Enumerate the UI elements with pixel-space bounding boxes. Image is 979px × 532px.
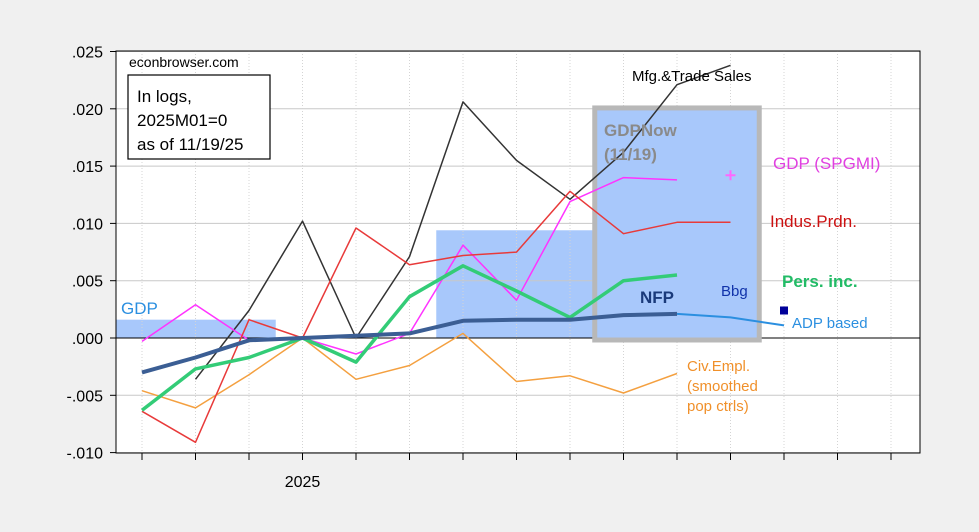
series-line — [676, 312, 785, 327]
label-gdpnow-1: GDPNow — [604, 121, 678, 140]
label-gdpnow-2: (11/19) — [604, 145, 657, 164]
series-line — [194, 64, 731, 380]
x-ticks: 2025 — [141, 453, 892, 491]
y-tick-labels: -.010 -.005 .000 .005 .010 .015 .020 .025 — [67, 45, 116, 463]
y-tick-label: .025 — [72, 45, 103, 62]
y-tick-label: .010 — [72, 216, 103, 233]
note-box: In logs, 2025M01=0 as of 11/19/25 — [127, 74, 271, 160]
gdpnow-box — [592, 105, 762, 343]
label-nfp: NFP — [640, 288, 674, 307]
gdpnow-border — [592, 105, 762, 343]
label-mfg: Mfg.&Trade Sales — [632, 68, 752, 85]
x-tick-label: 2025 — [285, 474, 321, 491]
label-civ-1: Civ.Empl. — [687, 358, 750, 375]
label-civ-3: pop ctrls) — [687, 398, 749, 415]
series-line — [140, 264, 678, 412]
label-civ-2: (smoothed — [687, 378, 758, 395]
note-line-3: as of 11/19/25 — [137, 135, 244, 154]
label-gdp-spgmi: GDP (SPGMI) — [773, 154, 880, 173]
label-gdp: GDP — [121, 299, 158, 318]
label-bbg: Bbg — [721, 283, 748, 300]
y-tick-label: .020 — [72, 102, 103, 119]
series-line — [141, 311, 678, 375]
series-lines — [140, 64, 785, 444]
point-markers — [725, 170, 788, 315]
y-tick-label: .015 — [72, 159, 103, 176]
gdp-bar — [116, 319, 276, 338]
series-line — [141, 332, 678, 409]
y-tick-label: .005 — [72, 274, 103, 291]
label-indus-prdn: Indus.Prdn. — [770, 212, 857, 231]
y-tick-label: -.010 — [67, 446, 104, 463]
gdpnow-fill — [596, 109, 758, 338]
note-line-1: In logs, — [137, 87, 192, 106]
y-tick-label: .000 — [72, 331, 103, 348]
source-label: econbrowser.com — [129, 54, 239, 70]
label-pers-inc: Pers. inc. — [782, 272, 858, 291]
note-line-2: 2025M01=0 — [137, 111, 227, 130]
y-tick-label: -.005 — [67, 388, 104, 405]
point-square — [780, 306, 788, 315]
series-line — [141, 190, 731, 444]
label-adp: ADP based — [792, 315, 868, 332]
plot-frame — [115, 50, 921, 454]
